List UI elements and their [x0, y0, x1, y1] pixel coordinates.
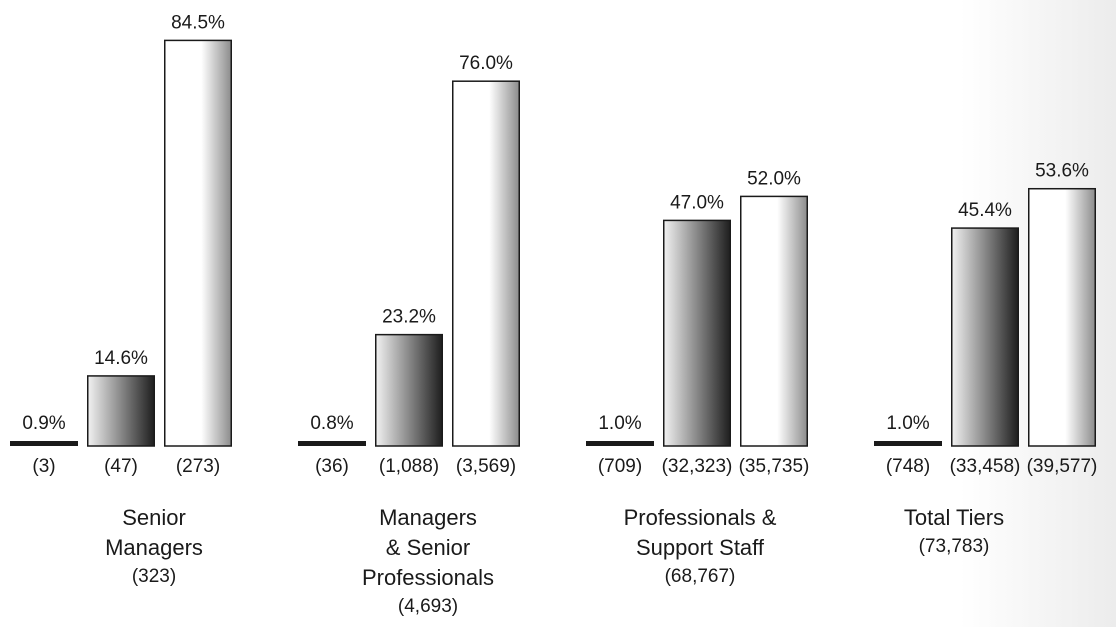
count-label-g1-s2: (3,569) [456, 456, 516, 477]
bar-g1-s1 [375, 333, 443, 447]
group-label-g1-line1: & Senior [386, 535, 470, 560]
bar-g0-s0 [10, 441, 78, 446]
bar-g3-s0 [874, 441, 942, 446]
count-label-g0-s0: (3) [32, 456, 55, 477]
bar-g2-s1 [663, 219, 731, 447]
bar-g3-s1 [951, 227, 1019, 447]
group-total-g1: (4,693) [398, 596, 458, 617]
count-label-g3-s2: (39,577) [1027, 456, 1098, 477]
value-label-g1-s2: 76.0% [459, 53, 513, 74]
group-label-g0-line0: Senior [122, 505, 186, 530]
value-label-g0-s0: 0.9% [22, 413, 65, 434]
value-label-g0-s1: 14.6% [94, 348, 148, 369]
bar-g1-s2 [452, 80, 520, 447]
bar-g2-s0 [586, 441, 654, 446]
bar-g0-s2 [164, 39, 232, 447]
group-label-g0-line1: Managers [105, 535, 203, 560]
group-total-g2: (68,767) [665, 566, 736, 587]
value-label-g1-s1: 23.2% [382, 307, 436, 328]
group-label-g2-line0: Professionals & [624, 505, 777, 530]
value-label-g2-s1: 47.0% [670, 192, 724, 213]
bar-g2-s2 [740, 195, 808, 447]
count-label-g3-s0: (748) [886, 456, 930, 477]
count-label-g0-s1: (47) [104, 456, 138, 477]
bar-g0-s1 [87, 375, 155, 447]
bar-g3-s2 [1028, 187, 1096, 447]
value-label-g3-s2: 53.6% [1035, 161, 1089, 182]
group-label-g3-line0: Total Tiers [904, 505, 1004, 530]
count-label-g2-s1: (32,323) [662, 456, 733, 477]
group-total-g3: (73,783) [919, 536, 990, 557]
value-label-g0-s2: 84.5% [171, 12, 225, 33]
value-label-g2-s0: 1.0% [598, 413, 641, 434]
count-label-g2-s0: (709) [598, 456, 642, 477]
group-label-g1-line0: Managers [379, 505, 477, 530]
value-label-g1-s0: 0.8% [310, 413, 353, 434]
group-total-g0: (323) [132, 566, 176, 587]
count-label-g1-s0: (36) [315, 456, 349, 477]
chart-marks: 0.9% (3) 14.6% (47) 84.5% (273) Senior Managers… [10, 12, 1097, 617]
value-label-g2-s2: 52.0% [747, 168, 801, 189]
count-label-g3-s1: (33,458) [950, 456, 1021, 477]
bar-g1-s0 [298, 441, 366, 446]
value-label-g3-s0: 1.0% [886, 413, 929, 434]
count-label-g0-s2: (273) [176, 456, 220, 477]
group-label-g2-line1: Support Staff [636, 535, 765, 560]
value-label-g3-s1: 45.4% [958, 200, 1012, 221]
count-label-g2-s2: (35,735) [739, 456, 810, 477]
group-label-g1-line2: Professionals [362, 565, 494, 590]
count-label-g1-s1: (1,088) [379, 456, 439, 477]
